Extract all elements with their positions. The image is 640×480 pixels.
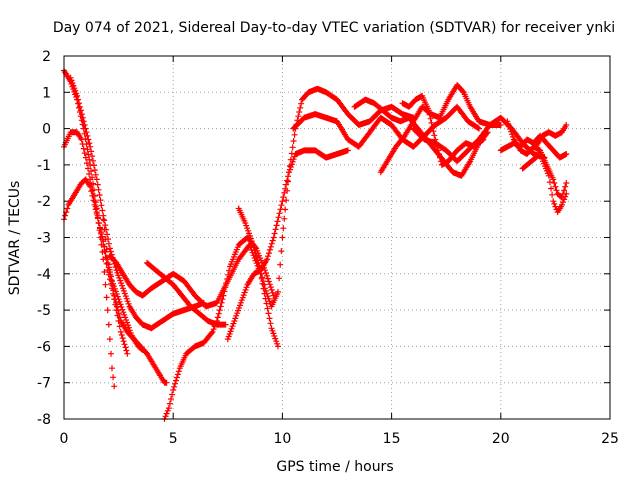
x-tick-label: 25 — [601, 431, 619, 447]
series-arc-r — [519, 151, 570, 216]
series-arc-k — [290, 103, 482, 150]
plus-marks-arc-r — [519, 151, 570, 216]
plus-marks-arc-s — [532, 122, 570, 150]
y-tick-label: -2 — [37, 194, 51, 210]
x-tick-label: 20 — [492, 431, 510, 447]
series-arc-q — [504, 118, 570, 201]
y-tick-label: -7 — [37, 376, 51, 392]
x-tick-labels: 0 5 10 15 20 25 — [60, 431, 619, 447]
series-arc-g — [144, 259, 229, 328]
y-axis-label: SDTVAR / TECUs — [7, 181, 23, 296]
plus-marks-arc-g — [144, 259, 229, 328]
y-tick-label: 0 — [42, 122, 51, 138]
x-axis-label: GPS time / hours — [276, 459, 393, 475]
series-arc-s — [532, 122, 570, 150]
plot-frame — [63, 55, 611, 420]
y-tick-label: -6 — [37, 339, 51, 355]
x-tick-label: 5 — [169, 431, 178, 447]
chart-title: Day 074 of 2021, Sidereal Day-to-day VTE… — [53, 20, 615, 36]
y-tick-label: -5 — [37, 303, 51, 319]
series-arc-e — [100, 216, 170, 386]
y-tick-label: -3 — [37, 231, 51, 247]
plus-marks-arc-q — [504, 118, 570, 201]
plus-marks-arc-e — [100, 216, 170, 386]
x-tick-label: 0 — [60, 431, 69, 447]
y-tick-label: -1 — [37, 158, 51, 174]
data-points — [61, 67, 570, 422]
y-tick-label: -8 — [37, 412, 51, 428]
y-tick-labels: -8 -7 -6 -5 -4 -3 -2 -1 0 1 2 — [37, 49, 51, 428]
y-tick-label: 1 — [42, 85, 51, 101]
y-tick-label: -4 — [37, 267, 51, 283]
x-tick-label: 10 — [273, 431, 291, 447]
plus-marks-arc-k — [290, 103, 482, 150]
x-tick-label: 15 — [383, 431, 401, 447]
y-tick-label: 2 — [42, 49, 51, 65]
